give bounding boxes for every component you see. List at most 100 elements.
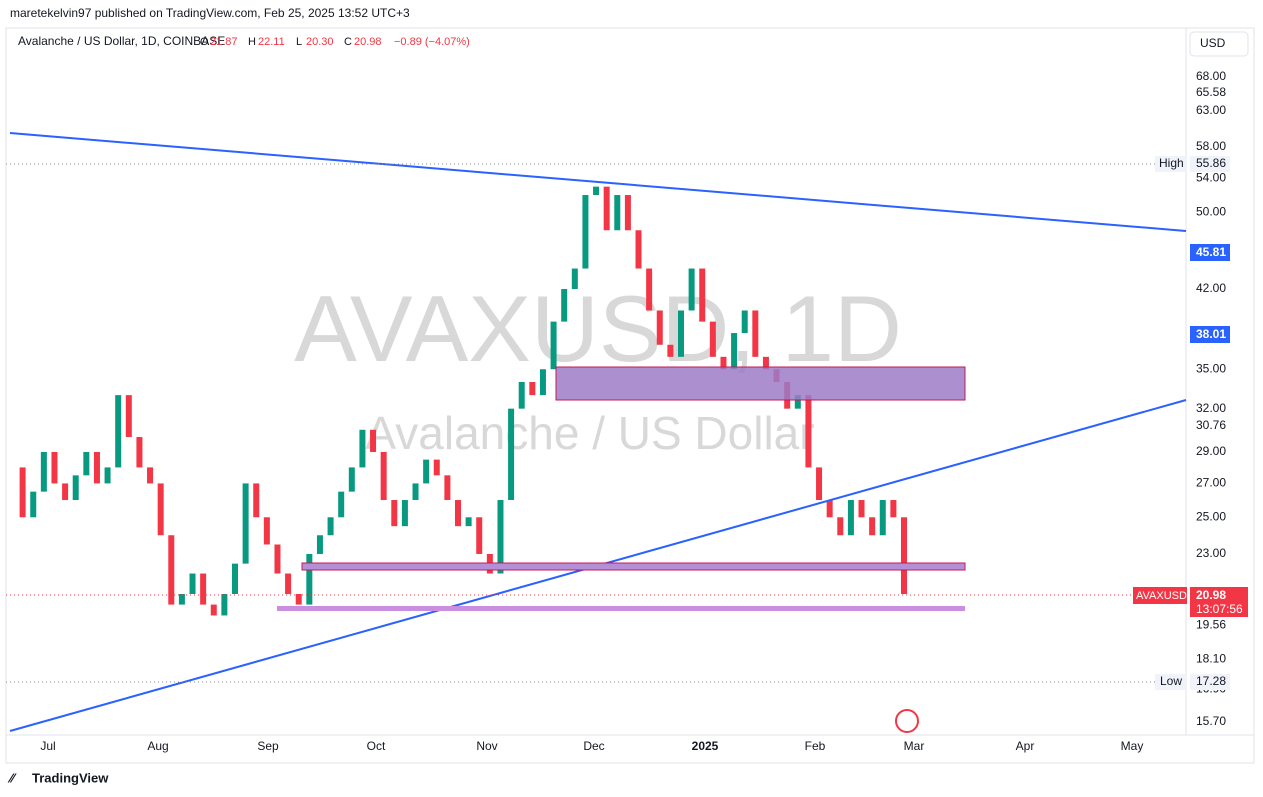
candle xyxy=(412,483,419,501)
candle xyxy=(869,517,876,536)
price-tick: 27.00 xyxy=(1196,476,1226,490)
high-price: 55.86 xyxy=(1196,156,1226,170)
candle xyxy=(476,517,483,554)
price-tick: 50.00 xyxy=(1196,204,1226,218)
price-tick: 18.10 xyxy=(1196,652,1226,666)
low-tag-label: Low xyxy=(1160,674,1182,688)
candle xyxy=(614,195,621,231)
line-tag xyxy=(1190,326,1230,343)
candle xyxy=(316,535,323,554)
time-tick: Mar xyxy=(904,739,925,753)
candle xyxy=(30,491,37,518)
candle xyxy=(72,475,79,501)
ohlc-key: O xyxy=(200,36,209,48)
price-tick: 32.00 xyxy=(1196,401,1226,415)
candle xyxy=(635,230,642,269)
last-tag xyxy=(1190,587,1248,617)
candle xyxy=(274,544,281,574)
candle xyxy=(741,310,748,334)
ohlc-key: C xyxy=(344,36,352,48)
candle xyxy=(391,500,398,527)
time-tick: Aug xyxy=(147,739,168,753)
price-tick: 19.56 xyxy=(1196,617,1226,631)
event-icon[interactable] xyxy=(895,709,919,733)
price-tick: 25.00 xyxy=(1196,509,1226,523)
candle xyxy=(688,268,695,311)
change: −0.89 (−4.07%) xyxy=(394,36,470,48)
candle xyxy=(178,593,185,605)
price-tick: 54.00 xyxy=(1196,171,1226,185)
time-tick: Feb xyxy=(805,739,826,753)
candle xyxy=(104,467,111,484)
candle xyxy=(221,593,228,616)
candle xyxy=(890,500,897,518)
time-tick: Dec xyxy=(583,739,604,753)
currency-button[interactable] xyxy=(1189,31,1249,57)
time-tick: Oct xyxy=(367,739,386,753)
candle xyxy=(550,321,557,370)
candle xyxy=(858,500,865,518)
candle xyxy=(168,535,175,605)
candle xyxy=(444,475,451,501)
brand-logo: ⁄⁄ xyxy=(7,770,17,785)
candle xyxy=(62,483,69,501)
line-price: 45.81 xyxy=(1196,245,1226,259)
candle xyxy=(125,395,132,438)
time-tick: May xyxy=(1121,739,1144,753)
zone xyxy=(277,606,965,611)
trendline xyxy=(9,132,1187,232)
candle xyxy=(847,500,854,536)
price-tick: 63.00 xyxy=(1196,103,1226,117)
candle xyxy=(93,451,100,484)
candle xyxy=(762,356,769,370)
watermark-name: Avalanche / US Dollar xyxy=(365,407,814,459)
candle xyxy=(539,369,546,396)
candle xyxy=(646,268,653,311)
low-tag xyxy=(1155,674,1187,690)
symbol-label: AVAXUSD xyxy=(1136,590,1187,602)
candle xyxy=(263,517,270,545)
candle xyxy=(285,573,292,594)
candle xyxy=(115,395,122,468)
candle xyxy=(210,604,217,616)
candle xyxy=(529,381,536,396)
candle xyxy=(805,395,812,468)
candle xyxy=(720,356,727,370)
high-price-tag xyxy=(1190,156,1230,172)
candle xyxy=(189,573,196,594)
candle xyxy=(752,310,759,357)
candle xyxy=(901,517,907,594)
candle xyxy=(455,500,461,527)
candle xyxy=(232,563,238,594)
ohlc-value: 22.11 xyxy=(258,36,285,48)
candle xyxy=(51,451,58,484)
candle xyxy=(837,517,844,536)
candle xyxy=(157,483,164,536)
frame xyxy=(5,27,1255,764)
price-tick: 35.00 xyxy=(1196,361,1226,375)
price-tick: 58.00 xyxy=(1196,139,1226,153)
candle xyxy=(327,517,334,536)
candle xyxy=(306,553,313,605)
countdown: 13:07:56 xyxy=(1196,602,1243,616)
candle xyxy=(709,321,716,357)
candle xyxy=(338,491,345,518)
candle xyxy=(624,195,631,231)
candle xyxy=(508,408,515,501)
ohlc-value: 20.30 xyxy=(306,36,334,48)
candle xyxy=(465,517,472,527)
ohlc-key: L xyxy=(296,36,302,48)
candle xyxy=(497,500,504,574)
candle xyxy=(242,483,249,564)
high-tag xyxy=(1155,156,1187,172)
publisher: maretekelvin97 published on TradingView.… xyxy=(10,6,410,20)
ohlc-key: H xyxy=(248,36,256,48)
currency[interactable]: USD xyxy=(1200,36,1226,50)
candle xyxy=(879,500,886,536)
candle xyxy=(83,451,90,476)
time-tick: Apr xyxy=(1016,739,1035,753)
candle xyxy=(571,268,578,290)
ohlc-value: 21.87 xyxy=(210,36,238,48)
